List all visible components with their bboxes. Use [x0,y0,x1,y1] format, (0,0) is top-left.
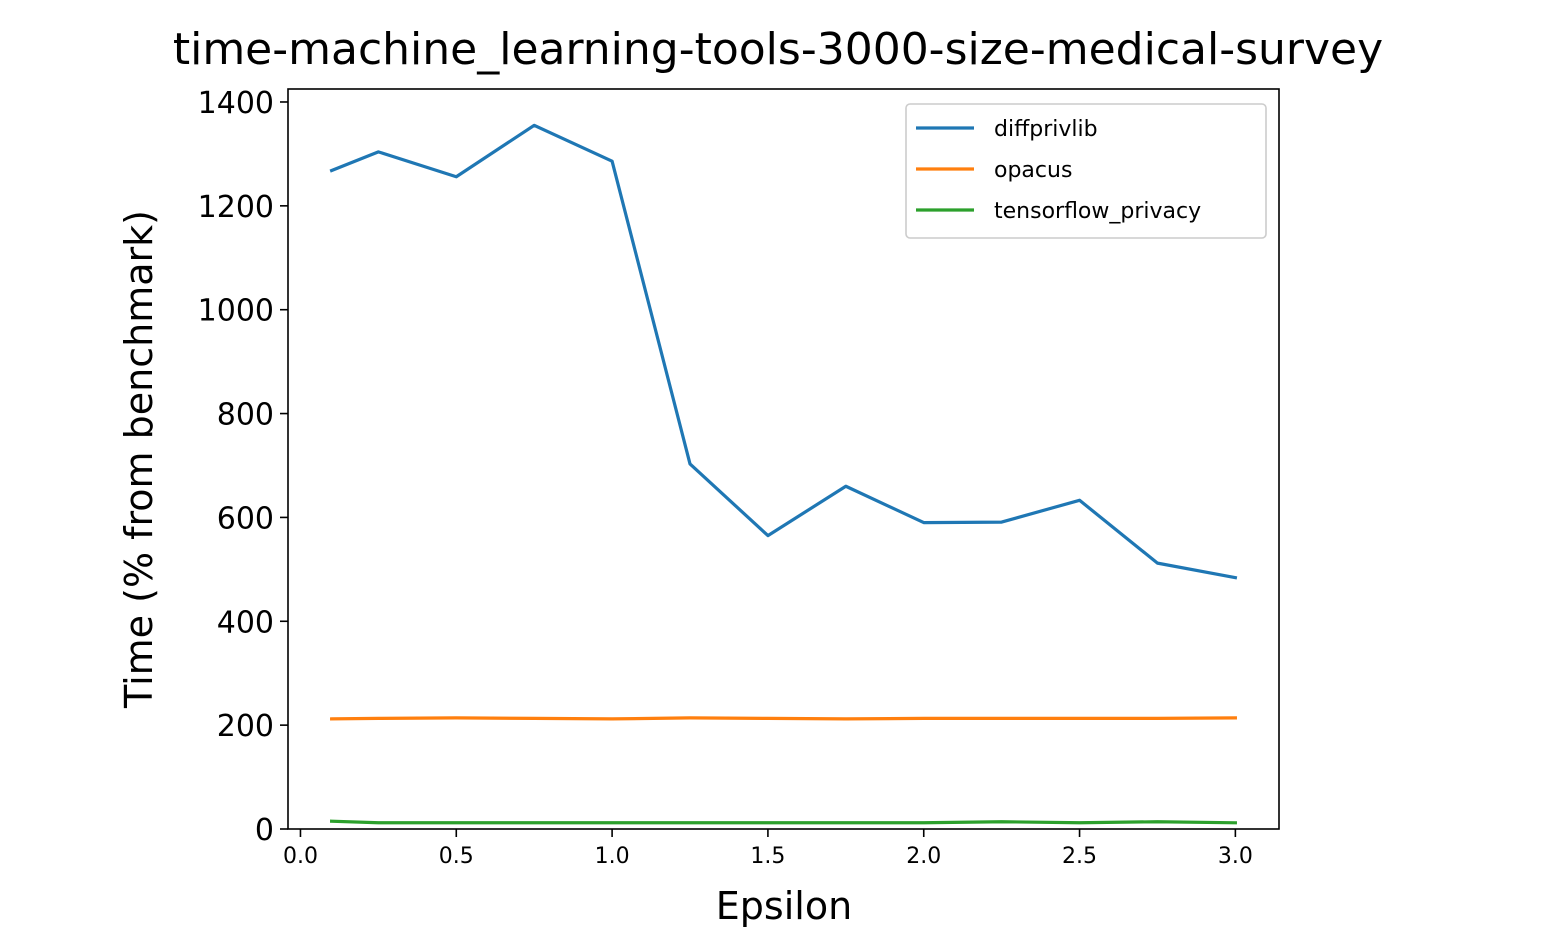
x-axis: 0.0 0.5 1.0 1.5 2.0 2.5 3.0 [283,829,1253,869]
x-tick-label: 2.0 [906,844,941,869]
plot-frame [287,88,1280,830]
y-tick-label: 200 [217,709,274,744]
y-tick-label: 400 [217,605,274,640]
y-tick-label: 0 [255,813,274,848]
x-tick-label: 0.0 [283,844,318,869]
legend-label: opacus [994,158,1072,183]
x-tick-label: 1.5 [750,844,785,869]
x-tick-label: 3.0 [1218,844,1253,869]
y-tick-label: 1200 [198,190,274,225]
plot-area [287,88,1280,830]
x-tick-label: 2.5 [1062,844,1097,869]
legend-label: tensorflow_privacy [994,199,1201,224]
x-tick-label: 1.0 [595,844,630,869]
y-tick-label: 1400 [198,86,274,121]
x-axis-label: Epsilon [716,884,852,928]
y-axis-label: Time (% from benchmark) [117,210,161,709]
y-tick-label: 1000 [198,294,274,329]
series-line-opacus [330,716,1237,721]
x-tick-label: 0.5 [439,844,474,869]
y-tick-label: 800 [217,398,274,433]
y-axis: 0 200 400 600 800 1000 1200 1400 [198,86,288,848]
series-line-diffprivlib [329,123,1238,580]
series-line-tensorflow-privacy [329,819,1237,825]
legend-label: diffprivlib [994,117,1098,142]
chart-title: time-machine_learning-tools-3000-size-me… [173,24,1383,75]
legend: diffprivlib opacus tensorflow_privacy [905,103,1267,239]
legend-box [905,103,1267,239]
y-tick-label: 600 [217,501,274,536]
